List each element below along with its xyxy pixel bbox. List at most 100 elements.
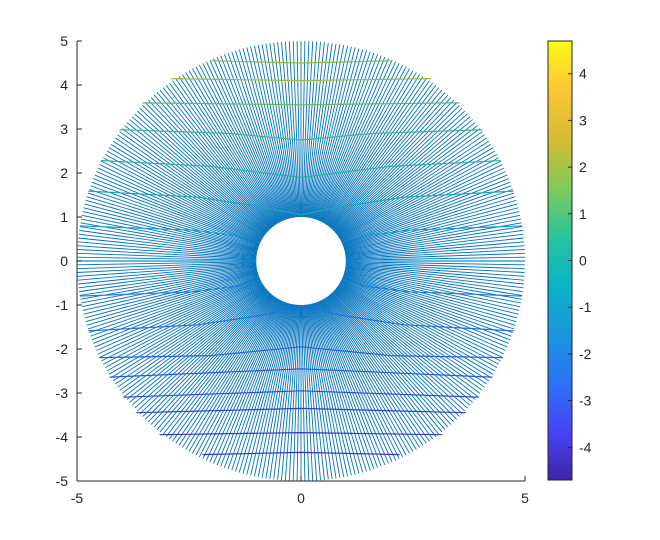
radial-line: [288, 41, 300, 218]
radial-line: [332, 107, 463, 231]
radial-line: [303, 41, 318, 218]
radial-line: [323, 298, 414, 452]
y-tick-label: 1: [60, 209, 68, 225]
radial-line: [168, 296, 276, 440]
radial-line: [81, 268, 258, 304]
radial-line: [336, 131, 483, 236]
radial-line: [150, 97, 272, 229]
radial-line: [265, 43, 295, 218]
radial-line: [344, 218, 521, 254]
radial-line: [345, 265, 524, 285]
radial-line: [104, 153, 263, 241]
colorbar-tick-label: 4: [579, 66, 587, 82]
radial-line: [261, 304, 294, 478]
radial-line: [345, 256, 525, 261]
colorbar-tick-label: -4: [579, 439, 592, 455]
radial-line: [340, 280, 501, 362]
radial-line: [337, 285, 487, 385]
x-tick-label: 0: [297, 490, 305, 506]
radial-line: [339, 281, 498, 369]
radial-line: [216, 301, 285, 466]
y-tick-label: 4: [60, 77, 68, 93]
radial-line: [119, 131, 266, 236]
radial-line: [339, 153, 498, 241]
radial-line: [309, 304, 345, 478]
radial-line: [253, 45, 293, 219]
radial-line: [131, 116, 268, 233]
x-tick-label: -5: [71, 490, 84, 506]
radial-line: [309, 45, 349, 219]
radial-line: [345, 241, 525, 258]
radial-line: [129, 119, 267, 234]
radial-line: [78, 265, 257, 285]
radial-line: [261, 44, 294, 218]
radial-line: [344, 214, 521, 253]
radial-line: [337, 134, 485, 237]
radial-line: [78, 237, 257, 257]
radial-line: [302, 304, 310, 481]
radial-line: [345, 226, 523, 255]
radial-line: [112, 284, 264, 382]
x-tick-label: 5: [521, 490, 529, 506]
radial-line: [342, 277, 509, 344]
radial-line: [335, 288, 473, 403]
radial-line: [306, 304, 329, 480]
radial-line: [321, 66, 407, 223]
radial-line: [338, 284, 490, 382]
colorbar-tick-label: 2: [579, 159, 587, 175]
level-line: [359, 225, 525, 238]
radial-line: [310, 46, 352, 219]
radial-line: [334, 289, 471, 406]
radial-line: [93, 178, 260, 245]
radial-line: [325, 297, 427, 444]
radial-line: [134, 113, 269, 232]
radial-line: [343, 273, 516, 326]
radial-line: [309, 44, 345, 218]
radial-line: [108, 283, 263, 375]
radial-line: [325, 76, 424, 225]
radial-line: [339, 282, 496, 372]
radial-line: [345, 265, 524, 289]
radial-line: [198, 299, 282, 458]
radial-line: [323, 72, 417, 224]
radial-line: [284, 304, 299, 481]
radial-line: [312, 48, 360, 219]
radial-line: [345, 252, 525, 260]
radial-line: [97, 279, 261, 355]
y-tick-label: 3: [60, 121, 68, 137]
radial-line: [119, 286, 266, 391]
radial-line: [79, 229, 257, 256]
level-line: [77, 284, 243, 297]
radial-line: [335, 122, 476, 234]
radial-line: [257, 304, 293, 478]
radial-line: [329, 92, 446, 228]
radial-line: [97, 167, 261, 243]
radial-line: [192, 299, 280, 454]
radial-line: [90, 275, 260, 337]
radial-line: [104, 281, 263, 369]
radial-line: [101, 160, 262, 242]
radial-line: [313, 302, 367, 472]
radial-line: [142, 105, 270, 231]
radial-line: [195, 66, 281, 223]
radial-line: [195, 299, 281, 456]
radial-line: [213, 58, 284, 221]
radial-line: [85, 199, 259, 250]
radial-line: [332, 291, 463, 415]
radial-line: [93, 277, 260, 344]
radial-line: [337, 137, 487, 237]
radial-line: [328, 89, 443, 228]
radial-line: [89, 274, 259, 334]
radial-line: [269, 43, 296, 218]
radial-line: [336, 125, 478, 235]
y-tick-label: -2: [56, 341, 69, 357]
radial-line: [302, 304, 314, 481]
radial-line: [341, 164, 503, 243]
radial-line: [342, 275, 512, 337]
radial-line: [192, 68, 280, 223]
radial-line: [124, 125, 266, 235]
radial-line: [79, 226, 257, 255]
radial-line: [250, 46, 292, 219]
radial-line: [77, 262, 257, 270]
